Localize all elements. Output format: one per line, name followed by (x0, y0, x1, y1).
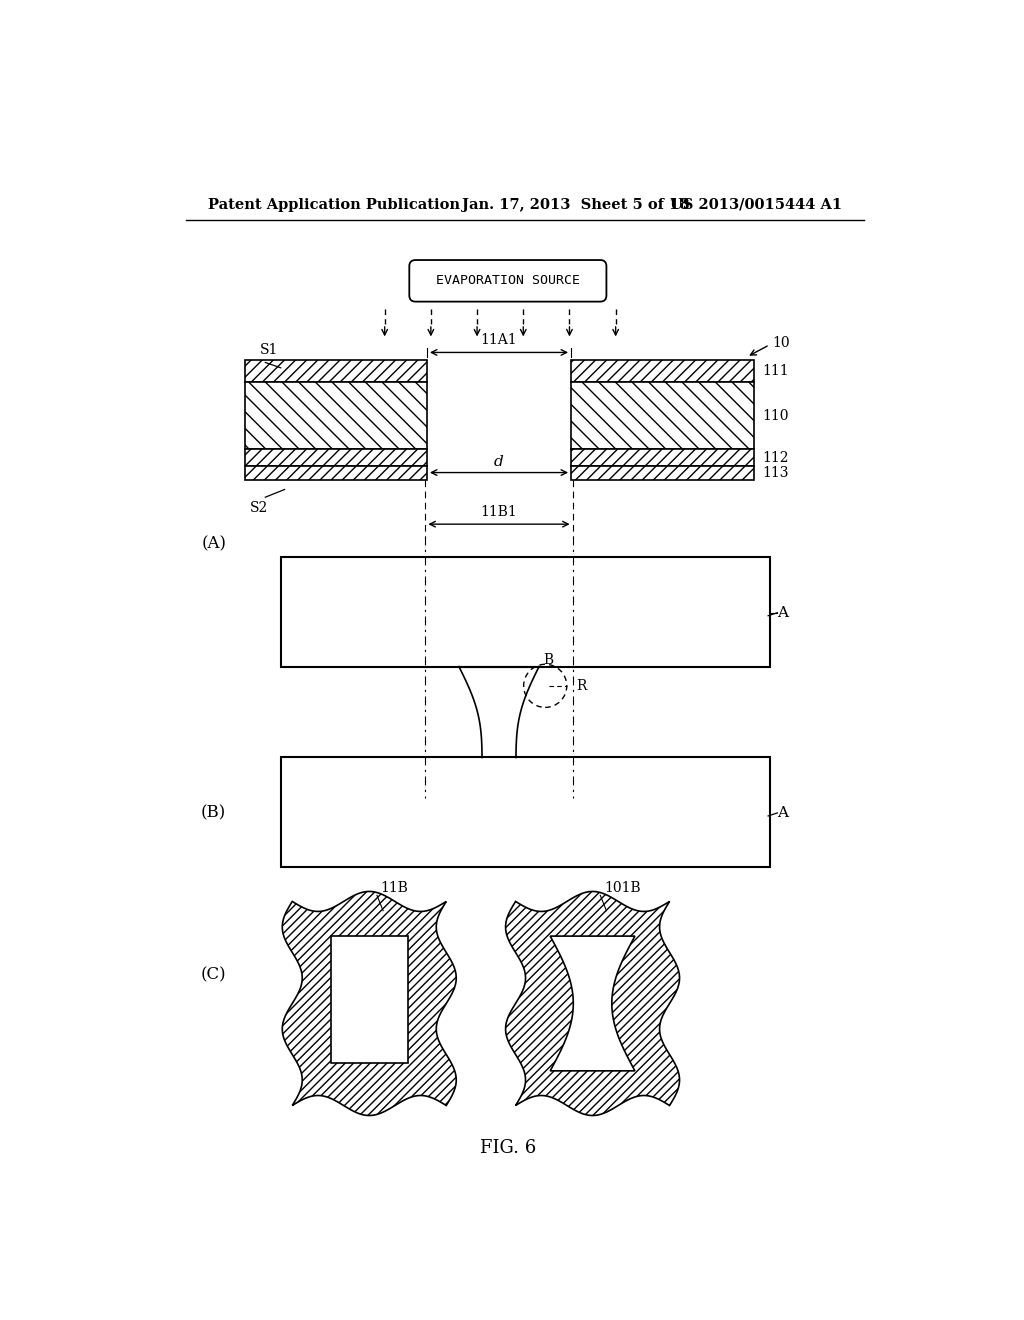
Text: (B): (B) (201, 804, 226, 821)
Text: A: A (777, 606, 788, 619)
Polygon shape (506, 891, 680, 1115)
Bar (281, 557, 770, 667)
Text: 110: 110 (762, 409, 788, 422)
Text: S2: S2 (250, 502, 268, 515)
Text: 11B: 11B (381, 880, 409, 895)
Text: A: A (777, 807, 788, 820)
Text: 10: 10 (772, 337, 790, 350)
Bar (245, 466, 427, 480)
Text: d: d (495, 455, 504, 469)
Text: R: R (577, 678, 587, 693)
Bar (571, 449, 755, 466)
Text: (A): (A) (202, 535, 226, 552)
Polygon shape (550, 936, 635, 1071)
Text: B: B (543, 653, 553, 668)
Text: S1: S1 (260, 343, 279, 358)
Text: (C): (C) (201, 966, 226, 983)
Text: 11A1: 11A1 (480, 333, 517, 347)
Bar (245, 449, 427, 466)
Text: Patent Application Publication: Patent Application Publication (208, 198, 460, 211)
Text: Jan. 17, 2013  Sheet 5 of 18: Jan. 17, 2013 Sheet 5 of 18 (462, 198, 689, 211)
Text: US 2013/0015444 A1: US 2013/0015444 A1 (670, 198, 842, 211)
Bar (281, 758, 770, 867)
Polygon shape (283, 891, 457, 1115)
Text: 113: 113 (762, 466, 788, 480)
Text: 101B: 101B (604, 880, 641, 895)
Bar (245, 360, 427, 381)
Bar (245, 381, 427, 449)
Bar (571, 466, 755, 480)
Bar (571, 360, 755, 381)
Text: 112: 112 (762, 451, 788, 465)
Text: 11B1: 11B1 (480, 504, 517, 519)
Text: 111: 111 (762, 364, 788, 378)
Bar (571, 381, 755, 449)
Text: FIG. 6: FIG. 6 (479, 1139, 536, 1156)
Bar (331, 936, 408, 1063)
Text: EVAPORATION SOURCE: EVAPORATION SOURCE (436, 275, 580, 288)
FancyBboxPatch shape (410, 260, 606, 302)
